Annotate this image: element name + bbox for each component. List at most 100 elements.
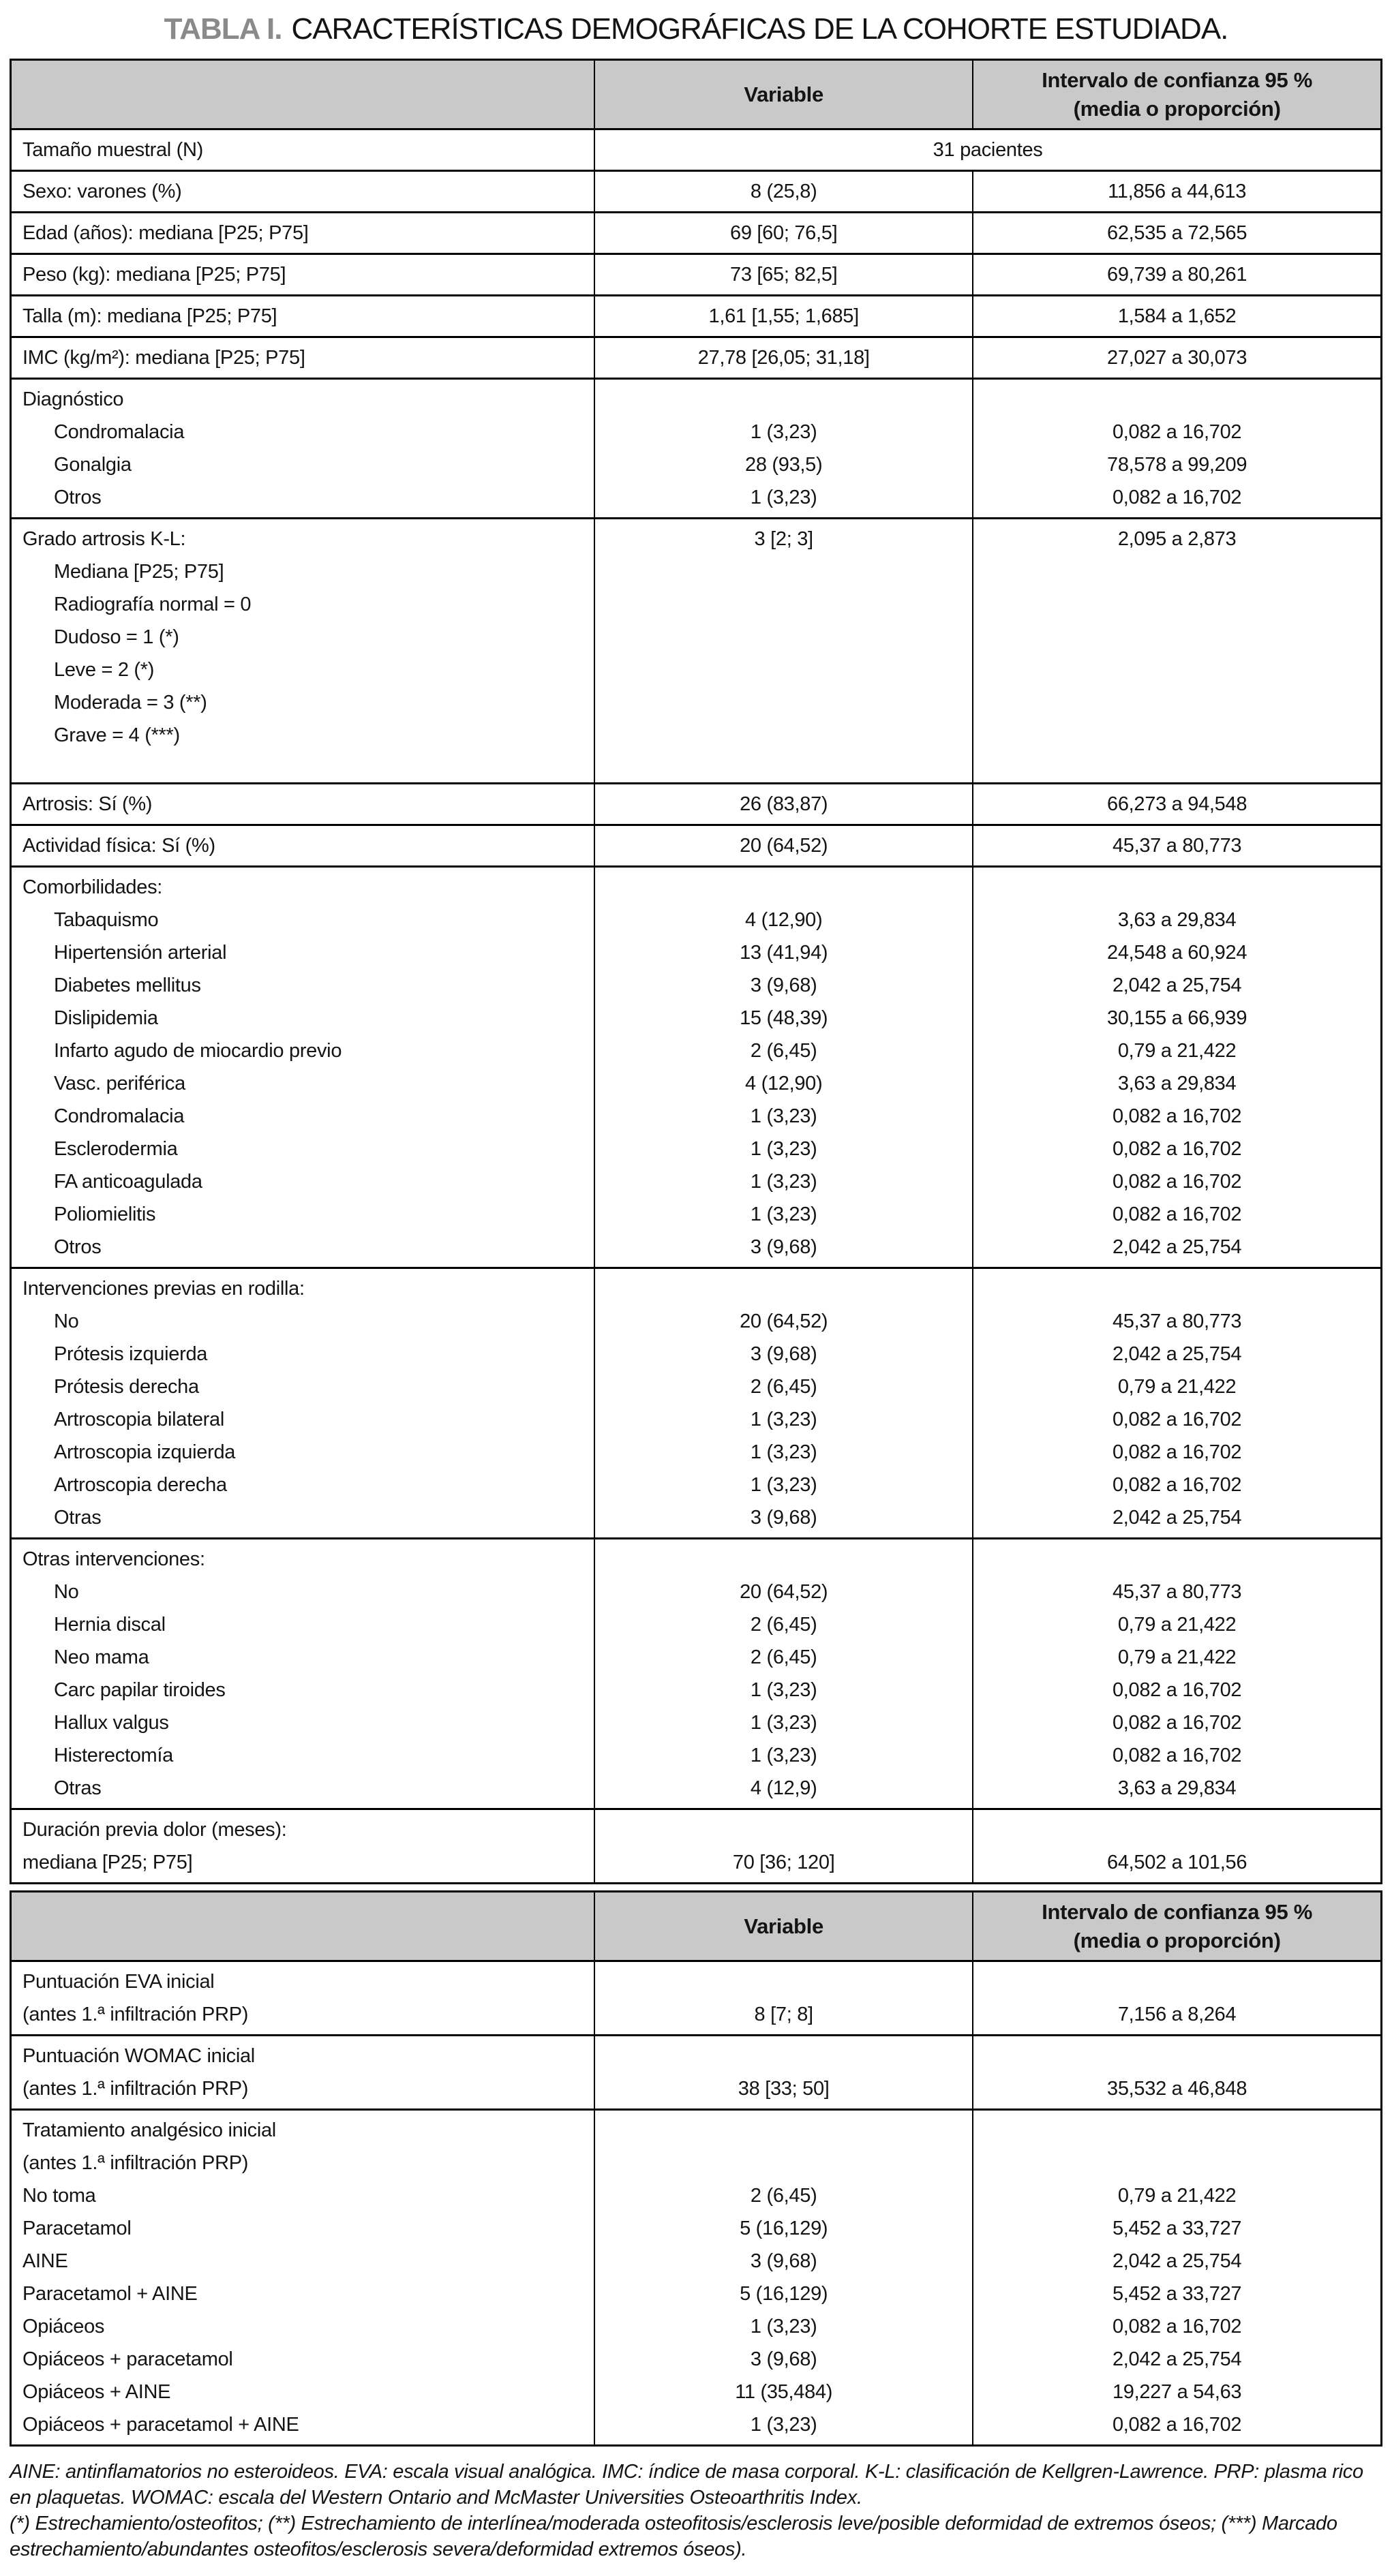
table-title: TABLA I. CARACTERÍSTICAS DEMOGRÁFICAS DE … — [10, 12, 1382, 46]
row-label-cell: Diagnóstico Condromalacia Gonalgia Otros — [11, 379, 595, 519]
cell-line — [973, 588, 1380, 621]
cell-line: 0,082 a 16,702 — [1112, 2316, 1242, 2337]
cell-line: 3 (9,68) — [750, 2250, 817, 2272]
cell-line: 70 [36; 120] — [732, 1852, 835, 1873]
cell-line: 0,082 a 16,702 — [1112, 421, 1242, 443]
cell-line: Otras — [54, 1777, 102, 1799]
cell-line: 1 (3,23) — [750, 1171, 817, 1193]
cell-line: Tamaño muestral (N) — [22, 139, 204, 161]
cell-line: 3,63 a 29,834 — [1117, 1073, 1237, 1094]
cell-line: 45,37 a 80,773 — [1112, 835, 1242, 857]
cell-line: Opiáceos — [22, 2316, 105, 2337]
row-ci-cell: 45,37 a 80,773 2,042 a 25,754 0,79 a 21,42… — [972, 1268, 1382, 1539]
cell-line: Diagnóstico — [22, 388, 124, 410]
cell-line — [973, 1543, 1380, 1576]
row-label-cell: Puntuación EVA inicial (antes 1.ª infiltr… — [11, 1961, 595, 2036]
cell-line: Otros — [54, 487, 102, 508]
cell-line: (antes 1.ª infiltración PRP) — [22, 2004, 249, 2025]
row-variable-cell: 20 (64,52) — [594, 825, 973, 867]
cell-line: Hallux valgus — [54, 1712, 169, 1734]
row-label-cell: Edad (años): mediana [P25; P75] — [11, 213, 595, 254]
cell-line: Sexo: varones (%) — [22, 181, 182, 202]
table-row: Actividad física: Sí (%) 20 (64,52) 45,37 … — [10, 825, 1382, 867]
cell-line: Carc papilar tiroides — [54, 1679, 226, 1701]
cell-line: 2,042 a 25,754 — [1112, 975, 1242, 996]
cell-line: Esclerodermia — [54, 1138, 178, 1160]
header-ci-line2: (media o proporción) — [1073, 1928, 1281, 1952]
cell-line: Paracetamol — [22, 2218, 132, 2239]
cell-line: Paracetamol + AINE — [22, 2283, 198, 2305]
row-label-cell: Artrosis: Sí (%) — [11, 784, 595, 825]
cell-line: 13 (41,94) — [740, 942, 828, 964]
cell-line — [595, 1272, 972, 1305]
row-label-cell: Intervenciones previas en rodilla: No Prót… — [11, 1268, 595, 1539]
cell-line — [973, 2147, 1380, 2179]
table-row: Sexo: varones (%) 8 (25,8) 11,856 a 44,613 — [10, 170, 1382, 213]
cell-line — [595, 1965, 972, 1998]
cell-line: Puntuación WOMAC inicial — [22, 2045, 255, 2067]
cell-line — [595, 2114, 972, 2147]
row-label-cell: IMC (kg/m²): mediana [P25; P75] — [11, 337, 595, 379]
cell-line: No toma — [22, 2185, 96, 2207]
cell-line: 0,082 a 16,702 — [1112, 487, 1242, 508]
cell-line: Otros — [54, 1236, 102, 1258]
cell-line: 62,535 a 72,565 — [1107, 222, 1247, 244]
cell-line: Peso (kg): mediana [P25; P75] — [22, 264, 286, 286]
cell-line — [595, 621, 972, 654]
row-variable-cell: 2 (6,45) 5 (16,129) 3 (9,68) 5 (16,129) 1 (3… — [594, 2109, 973, 2446]
cell-line: Histerectomía — [54, 1745, 173, 1766]
row-ci-cell: 2,095 a 2,873 — [972, 518, 1382, 784]
cell-line: Duración previa dolor (meses): — [22, 1819, 287, 1841]
cell-line: 45,37 a 80,773 — [1112, 1581, 1242, 1603]
table-row: Tamaño muestral (N) 31 pacientes — [11, 129, 1382, 171]
cell-line: Artrosis: Sí (%) — [22, 793, 153, 815]
cell-line: Leve = 2 (*) — [54, 659, 155, 681]
cell-line — [973, 719, 1380, 752]
row-variable-cell: 3 [2; 3] — [594, 518, 973, 784]
row-label-cell: Puntuación WOMAC inicial (antes 1.ª infil… — [11, 2036, 595, 2110]
cell-line: Mediana [P25; P75] — [54, 561, 224, 583]
cell-line: Vasc. periférica — [54, 1073, 185, 1094]
cell-line: (antes 1.ª infiltración PRP) — [22, 2152, 249, 2174]
cell-line: 3 (9,68) — [750, 1343, 817, 1365]
table-2-body: Puntuación EVA inicial (antes 1.ª infiltr… — [10, 1961, 1382, 2446]
cell-line: mediana [P25; P75] — [22, 1852, 193, 1873]
cell-line: 1,61 [1,55; 1,685] — [708, 305, 860, 327]
cell-line: 1 (3,23) — [750, 487, 817, 508]
cell-line: 69 [60; 76,5] — [730, 222, 838, 244]
cell-line — [973, 383, 1380, 416]
table-row: IMC (kg/m²): mediana [P25; P75] 27,78 [26… — [10, 337, 1382, 379]
cell-line — [595, 383, 972, 416]
cell-line: Prótesis izquierda — [54, 1343, 208, 1365]
header-ci-cell: Intervalo de confianza 95 % (media o pro… — [972, 1891, 1382, 1962]
row-label-cell: Talla (m): mediana [P25; P75] — [11, 296, 595, 337]
cell-line: Puntuación EVA inicial — [22, 1971, 215, 1993]
row-ci-cell: 66,273 a 94,548 — [972, 783, 1382, 825]
cell-line: Poliomielitis — [54, 1203, 156, 1225]
cell-line: Artroscopia derecha — [54, 1474, 227, 1496]
row-ci-cell: 0,082 a 16,702 78,578 a 99,209 0,082 a 16,… — [972, 378, 1382, 519]
cell-line — [595, 2040, 972, 2072]
cell-line: 4 (12,90) — [745, 909, 823, 931]
cell-line — [595, 588, 972, 621]
row-variable-cell: 27,78 [26,05; 31,18] — [594, 337, 973, 379]
cell-line: 1 (3,23) — [750, 1712, 817, 1734]
cell-line: Tratamiento analgésico inicial — [22, 2119, 276, 2141]
row-ci-cell: 27,027 a 30,073 — [972, 337, 1382, 379]
cell-line: 8 (25,8) — [750, 181, 817, 202]
cell-line: 5,452 a 33,727 — [1112, 2283, 1242, 2305]
cell-line: 1,584 a 1,652 — [1117, 305, 1237, 327]
cell-line: 66,273 a 94,548 — [1107, 793, 1247, 815]
cell-line: (antes 1.ª infiltración PRP) — [22, 2078, 249, 2100]
cell-line: Moderada = 3 (**) — [54, 692, 207, 714]
cell-line: 0,082 a 16,702 — [1112, 1105, 1242, 1127]
footnotes: AINE: antinflamatorios no esteroideos. E… — [10, 2459, 1382, 2562]
cell-line: 1 (3,23) — [750, 1105, 817, 1127]
cell-line — [595, 686, 972, 719]
row-variable-cell: 8 (25,8) — [594, 170, 973, 213]
table-row: Comorbilidades: Tabaquismo Hipertensión ar… — [10, 866, 1382, 1268]
cell-line: 45,37 a 80,773 — [1112, 1310, 1242, 1332]
row-ci-cell: 69,739 a 80,261 — [972, 254, 1382, 296]
cell-line — [595, 2147, 972, 2179]
cell-line: 0,79 a 21,422 — [1117, 1040, 1237, 1062]
